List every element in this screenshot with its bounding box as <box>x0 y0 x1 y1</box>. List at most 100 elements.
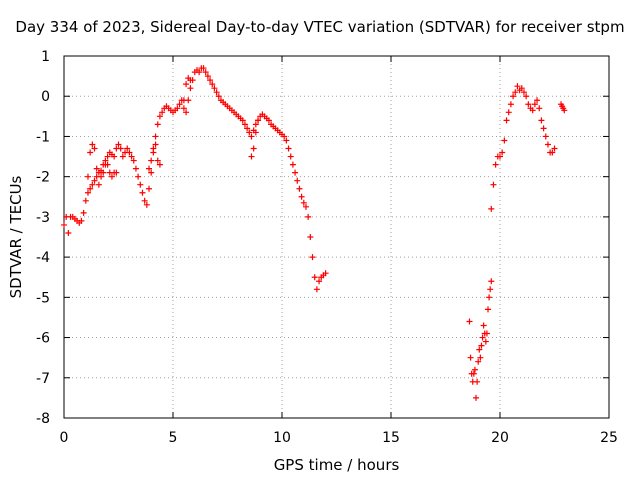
data-point <box>215 93 222 100</box>
data-point <box>490 181 497 188</box>
plot-frame <box>63 55 610 419</box>
data-point <box>244 125 251 132</box>
data-point <box>156 161 163 168</box>
data-point <box>84 173 91 180</box>
data-point <box>474 378 481 385</box>
data-point <box>124 145 131 152</box>
data-point <box>488 278 495 285</box>
data-point <box>84 189 91 196</box>
data-point <box>146 185 153 192</box>
data-point <box>287 153 294 160</box>
data-point <box>510 93 517 100</box>
data-point <box>507 101 514 108</box>
data-point <box>187 85 194 92</box>
data-point <box>542 133 549 140</box>
data-point <box>476 346 483 353</box>
data-point <box>499 149 506 156</box>
y-tick-label: -4 <box>36 250 50 266</box>
data-point <box>126 149 133 156</box>
data-point <box>187 77 194 84</box>
data-point <box>87 185 94 192</box>
y-tick-label: -1 <box>36 129 50 145</box>
data-point <box>501 137 508 144</box>
data-point <box>300 199 307 206</box>
data-point <box>132 165 139 172</box>
data-point <box>479 334 486 341</box>
x-tick-label: 5 <box>169 430 178 446</box>
data-point <box>313 286 320 293</box>
x-tick-label: 20 <box>491 430 509 446</box>
data-point <box>154 157 161 164</box>
data-point <box>289 161 296 168</box>
data-point <box>466 318 473 325</box>
y-tick-label: 0 <box>41 89 50 105</box>
data-point <box>480 322 487 329</box>
data-point <box>104 161 111 168</box>
data-point <box>305 213 312 220</box>
data-point <box>285 145 292 152</box>
data-point <box>89 141 96 148</box>
data-point <box>503 117 510 124</box>
y-tick-label: -3 <box>36 210 50 226</box>
data-point <box>492 161 499 168</box>
data-point <box>78 217 85 224</box>
data-point <box>104 153 111 160</box>
data-point <box>146 165 153 172</box>
data-point <box>316 278 323 285</box>
data-point <box>302 203 309 210</box>
data-point <box>252 129 259 136</box>
data-point <box>488 205 495 212</box>
data-point <box>294 177 301 184</box>
x-axis-label: GPS time / hours <box>273 456 400 474</box>
data-point <box>148 169 155 176</box>
y-tick-label: -2 <box>36 170 50 186</box>
data-point <box>159 109 166 116</box>
data-point <box>148 157 155 164</box>
data-point <box>180 97 187 104</box>
data-point <box>139 189 146 196</box>
data-point <box>525 101 532 108</box>
y-tick-label: -8 <box>36 411 50 427</box>
data-point <box>152 141 159 148</box>
data-point <box>98 173 105 180</box>
data-point <box>176 101 183 108</box>
data-point <box>248 133 255 140</box>
data-point <box>296 185 303 192</box>
data-point <box>80 209 87 216</box>
data-point <box>183 109 190 116</box>
data-point <box>544 141 551 148</box>
data-point <box>137 181 144 188</box>
data-point <box>113 169 120 176</box>
chart-title: Day 334 of 2023, Sidereal Day-to-day VTE… <box>15 18 625 36</box>
data-point <box>505 109 512 116</box>
data-point <box>154 121 161 128</box>
data-point <box>87 149 94 156</box>
data-point <box>561 107 568 114</box>
data-point <box>209 81 216 88</box>
data-point <box>514 83 521 90</box>
data-point <box>309 254 316 261</box>
x-tick-label: 10 <box>273 430 291 446</box>
data-point <box>141 197 148 204</box>
data-point <box>213 89 220 96</box>
data-point <box>241 121 248 128</box>
data-point <box>93 165 100 172</box>
data-point <box>292 169 299 176</box>
data-point <box>482 338 489 345</box>
data-point <box>65 229 72 236</box>
y-tick-label: -7 <box>36 371 50 387</box>
data-point <box>487 286 494 293</box>
y-tick-label: -6 <box>36 331 50 347</box>
data-point <box>265 117 272 124</box>
data-point <box>512 89 519 96</box>
data-point <box>111 153 118 160</box>
data-point <box>108 173 115 180</box>
data-point <box>283 137 290 144</box>
data-point <box>143 201 150 208</box>
y-axis-label: SDTVAR / TECUs <box>7 175 25 299</box>
data-point <box>239 117 246 124</box>
data-point <box>255 117 262 124</box>
data-point <box>61 221 67 228</box>
data-point <box>150 149 157 156</box>
data-point <box>471 366 478 373</box>
